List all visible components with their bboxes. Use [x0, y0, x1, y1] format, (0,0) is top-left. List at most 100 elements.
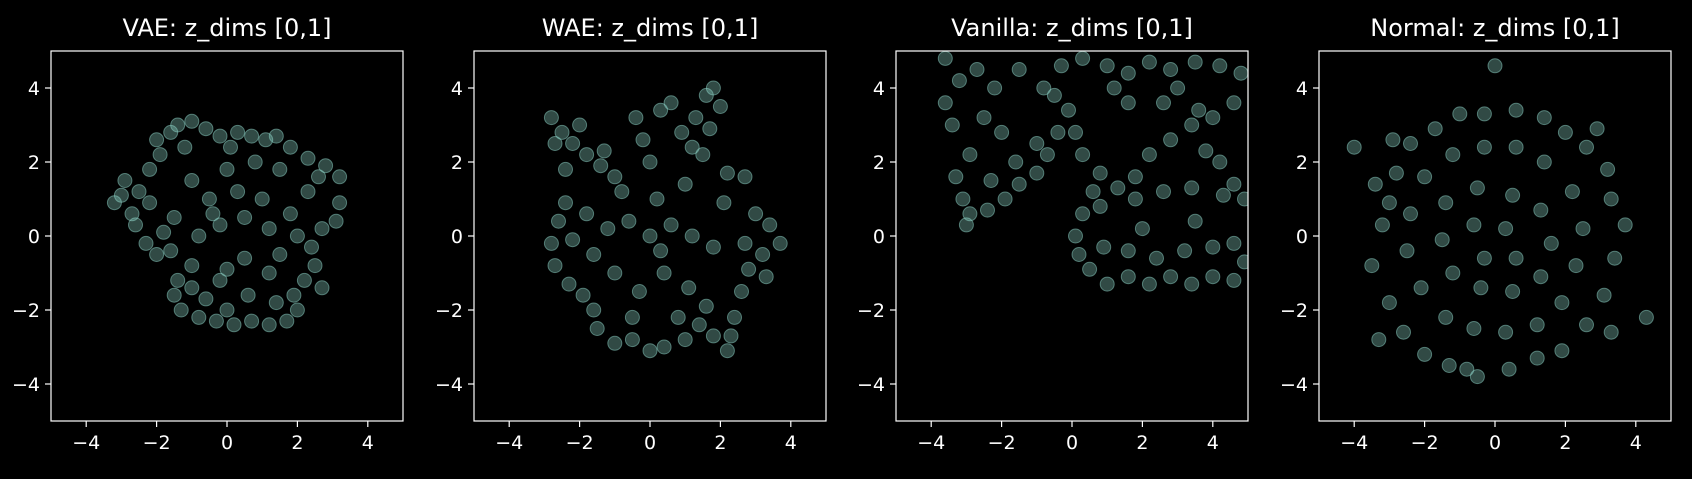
scatter-point	[1120, 65, 1136, 81]
scatter-point	[1469, 180, 1485, 196]
x-tick-label: 2	[1559, 432, 1571, 454]
scatter-point	[741, 261, 757, 277]
scatter-point	[1226, 272, 1242, 288]
axes-background	[474, 51, 826, 421]
scatter-point	[1466, 217, 1482, 233]
scatter-point	[1498, 221, 1514, 237]
scatter-point	[593, 158, 609, 174]
scatter-point	[663, 217, 679, 233]
scatter-point	[624, 332, 640, 348]
x-tick-label: 0	[644, 432, 656, 454]
scatter-point	[300, 184, 316, 200]
scatter-point	[131, 184, 147, 200]
scatter-points	[106, 113, 348, 333]
scatter-point	[758, 269, 774, 285]
subplot-title: WAE: z_dims [0,1]	[542, 14, 759, 42]
scatter-point	[230, 184, 246, 200]
scatter-point	[1046, 87, 1062, 103]
scatter-point	[1205, 239, 1221, 255]
scatter-point	[1554, 343, 1570, 359]
scatter-point	[1536, 110, 1552, 126]
scatter-point	[1184, 117, 1200, 133]
scatter-point	[201, 191, 217, 207]
scatter-point	[1068, 228, 1083, 244]
scatter-point	[272, 247, 288, 262]
scatter-point	[1198, 143, 1214, 159]
scatter-point	[1579, 139, 1594, 155]
scatter-point	[1533, 202, 1549, 218]
scatter-point	[1441, 358, 1457, 373]
scatter-point	[212, 272, 228, 288]
scatter-point	[198, 121, 214, 137]
y-tick-label: −4	[12, 374, 40, 396]
subplot-1: −4 −2 0 2 4 −4 −2 0 2 4 VAE: z_dims [0,1]	[12, 14, 404, 454]
scatter-point	[691, 317, 707, 333]
scatter-point	[653, 102, 669, 118]
scatter-point	[152, 147, 168, 163]
scatter-point	[712, 99, 728, 114]
scatter-point	[138, 235, 154, 251]
scatter-point	[1212, 154, 1228, 170]
scatter-point	[674, 124, 690, 140]
x-tick-label: 4	[362, 432, 374, 454]
scatter-point	[1011, 176, 1027, 192]
x-tick-label: −4	[1340, 432, 1368, 454]
scatter-point	[173, 302, 189, 318]
x-tick-label: 2	[714, 432, 726, 454]
scatter-point	[642, 343, 658, 359]
scatter-point	[1092, 165, 1108, 181]
axes-background	[896, 51, 1248, 421]
scatter-point	[184, 113, 200, 129]
scatter-point	[113, 187, 129, 203]
scatter-point	[1554, 295, 1570, 311]
scatter-point	[128, 217, 143, 233]
scatter-point	[1085, 184, 1101, 200]
scatter-point	[1177, 243, 1193, 259]
scatter-point	[1187, 213, 1203, 229]
scatter-point	[261, 317, 277, 333]
scatter-point	[1212, 58, 1228, 74]
scatter-point	[596, 143, 612, 159]
x-tick-label: 2	[291, 432, 303, 454]
y-tick-label: −4	[1280, 374, 1308, 396]
scatter-point	[642, 154, 658, 170]
y-tick-label: −2	[435, 300, 463, 322]
scatter-point	[1127, 191, 1143, 207]
scatter-point	[254, 191, 270, 207]
scatter-point	[1364, 258, 1380, 274]
scatter-point	[1403, 206, 1418, 222]
scatter-point	[589, 321, 605, 336]
y-tick-label: −2	[12, 300, 40, 322]
scatter-point	[755, 247, 771, 262]
scatter-point	[1170, 80, 1186, 96]
scatter-point	[723, 328, 739, 344]
scatter-point	[558, 161, 573, 177]
scatter-point	[237, 210, 253, 225]
scatter-point	[1385, 132, 1401, 148]
scatter-point	[1589, 121, 1605, 137]
scatter-point	[1487, 58, 1503, 74]
scatter-point	[624, 309, 640, 325]
scatter-point	[688, 110, 704, 126]
scatter-points	[937, 51, 1248, 292]
scatter-point	[551, 213, 566, 229]
scatter-point	[1529, 317, 1545, 333]
subplot-title: Vanilla: z_dims [0,1]	[951, 14, 1193, 42]
scatter-point	[268, 128, 284, 144]
scatter-point	[237, 250, 253, 266]
scatter-point	[230, 124, 246, 140]
scatter-point	[951, 73, 967, 89]
scatter-point	[1110, 180, 1126, 196]
scatter-point	[642, 228, 658, 244]
scatter-point	[586, 247, 602, 262]
scatter-point	[1501, 361, 1517, 377]
scatter-point	[1061, 102, 1076, 118]
scatter-point	[1445, 147, 1461, 163]
scatter-point	[543, 110, 559, 126]
scatter-point	[1106, 80, 1122, 96]
x-tick-label: −4	[495, 432, 523, 454]
scatter-point	[191, 309, 207, 325]
subplot-3: −4 −2 0 2 4 −4 −2 0 2 4 Vanilla: z_dims [0,1]	[857, 14, 1249, 454]
scatter-point	[1600, 161, 1616, 177]
scatter-point	[219, 161, 235, 177]
